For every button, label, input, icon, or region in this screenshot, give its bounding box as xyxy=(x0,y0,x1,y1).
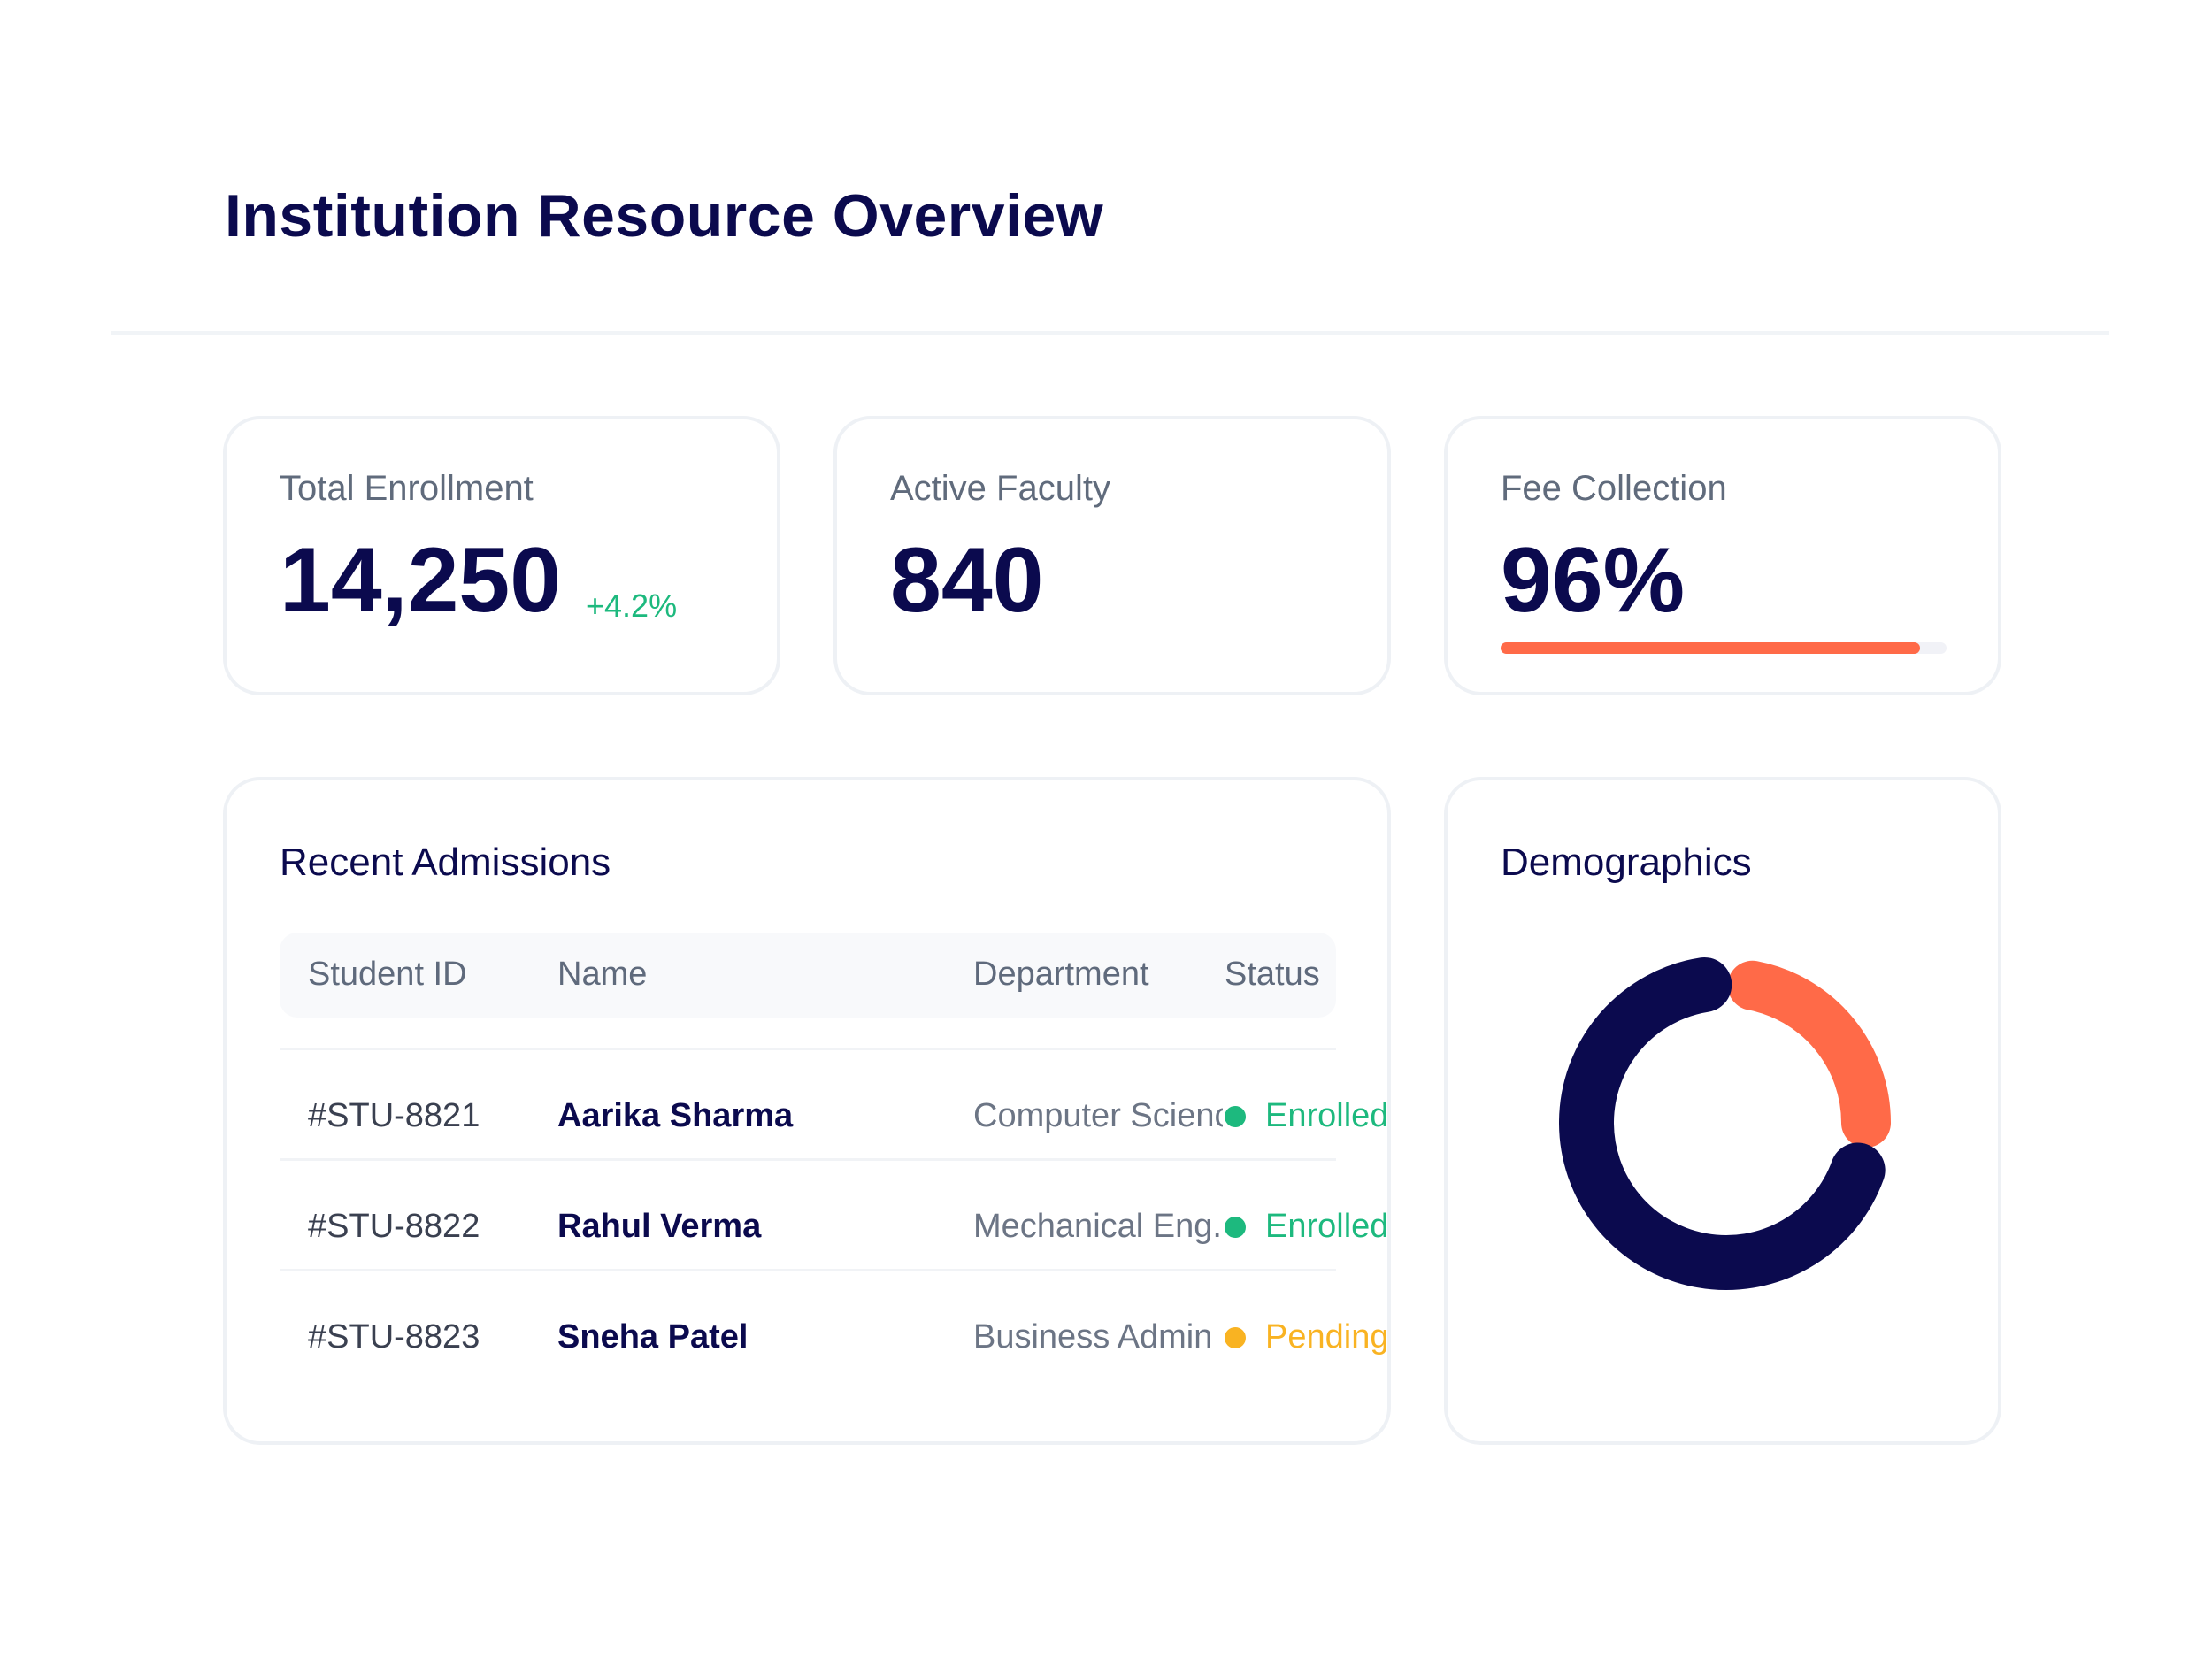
section-title: Recent Admissions xyxy=(280,841,611,884)
row-divider xyxy=(280,1048,1336,1050)
kpi-card-faculty[interactable]: Active Faculty 840 xyxy=(833,416,1391,695)
donut-segment-primary xyxy=(1559,956,1886,1290)
status-label: Pending xyxy=(1265,1318,1389,1356)
column-header-student-id[interactable]: Student ID xyxy=(308,956,467,993)
student-name-cell: Aarika Sharma xyxy=(557,1097,794,1134)
student-id-cell: #STU-8821 xyxy=(308,1097,480,1134)
kpi-value: 14,250 xyxy=(280,529,562,632)
table-row[interactable]: #STU-8821 Aarika Sharma Computer Science… xyxy=(280,1058,1394,1169)
demographics-card: Demographics xyxy=(1444,777,2001,1445)
student-name-cell: Sneha Patel xyxy=(557,1318,749,1356)
header-divider xyxy=(111,331,2109,335)
student-id-cell: #STU-8823 xyxy=(308,1318,480,1356)
row-divider xyxy=(280,1269,1336,1271)
kpi-label: Total Enrollment xyxy=(280,469,534,508)
fee-progress-bar xyxy=(1501,642,1947,654)
demographics-donut-chart xyxy=(1559,956,1891,1290)
student-id-cell: #STU-8822 xyxy=(308,1208,480,1245)
recent-admissions-card: Recent Admissions Student ID Name Depart… xyxy=(223,777,1391,1445)
kpi-card-fees[interactable]: Fee Collection 96% xyxy=(1444,416,2001,695)
kpi-label: Active Faculty xyxy=(890,469,1110,508)
table-header: Student ID Name Department Status xyxy=(280,933,1336,1018)
kpi-value: 840 xyxy=(890,529,1044,632)
student-name-cell: Rahul Verma xyxy=(557,1208,762,1245)
page-title: Institution Resource Overview xyxy=(225,182,1104,250)
status-dot-icon xyxy=(1225,1326,1246,1348)
table-row[interactable]: #STU-8823 Sneha Patel Business Admin Pen… xyxy=(280,1279,1394,1390)
status-label: Enrolled xyxy=(1265,1097,1389,1134)
donut-segment-accent xyxy=(1727,960,1891,1148)
status-dot-icon xyxy=(1225,1105,1246,1127)
kpi-value: 96% xyxy=(1501,529,1686,632)
row-divider xyxy=(280,1158,1336,1161)
status-cell: Enrolled xyxy=(1225,1208,1388,1246)
status-label: Enrolled xyxy=(1265,1208,1389,1245)
column-header-name[interactable]: Name xyxy=(557,956,648,993)
department-cell: Mechanical Eng. xyxy=(973,1208,1222,1245)
status-cell: Enrolled xyxy=(1225,1097,1388,1135)
status-cell: Pending xyxy=(1225,1318,1388,1356)
column-header-status[interactable]: Status xyxy=(1225,956,1320,993)
kpi-card-enrollment[interactable]: Total Enrollment 14,250 +4.2% xyxy=(223,416,780,695)
section-title: Demographics xyxy=(1501,841,1752,884)
column-header-department[interactable]: Department xyxy=(973,956,1149,993)
department-cell: Computer Science xyxy=(973,1097,1223,1134)
table-row[interactable]: #STU-8822 Rahul Verma Mechanical Eng. En… xyxy=(280,1169,1394,1279)
department-cell: Business Admin xyxy=(973,1318,1213,1356)
fee-progress-fill xyxy=(1501,642,1920,654)
status-dot-icon xyxy=(1225,1216,1246,1238)
kpi-label: Fee Collection xyxy=(1501,469,1727,508)
kpi-delta-badge: +4.2% xyxy=(586,588,678,624)
